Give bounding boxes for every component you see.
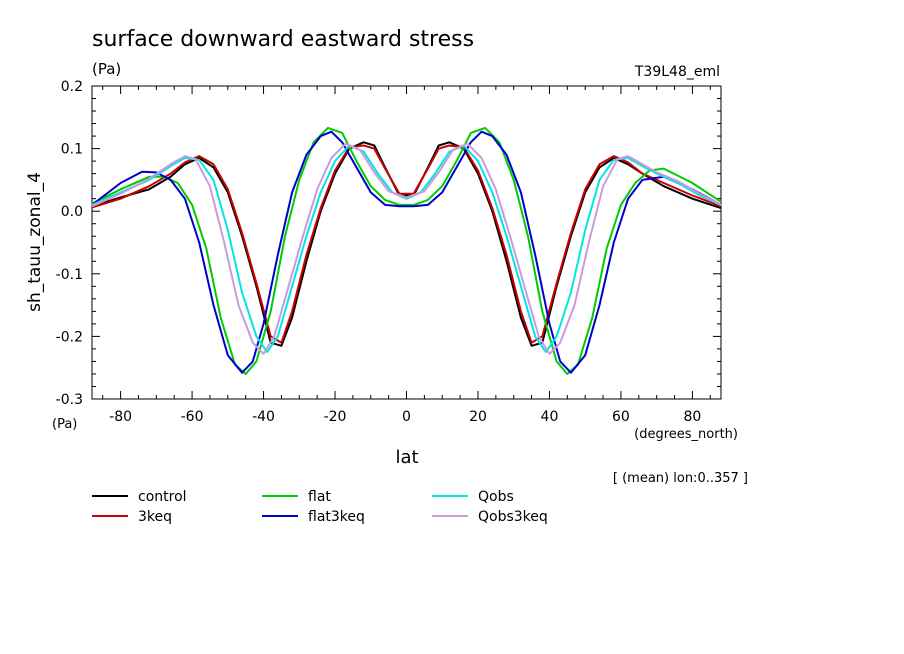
x-tick-label: -40 [252, 409, 275, 425]
x-units-label: (degrees_north) [634, 427, 738, 442]
y-tick-label: 0.2 [61, 79, 83, 95]
mean-note: [ (mean) lon:0..357 ] [613, 471, 748, 486]
units-label: (Pa) [92, 60, 121, 78]
y-tick-label: 0.1 [61, 142, 83, 158]
legend-label: 3keq [138, 509, 172, 525]
experiment-label: T39L48_eml [634, 64, 720, 80]
legend-item-control: control [92, 489, 187, 505]
plot-area [91, 85, 722, 400]
legend-item-flat: flat [262, 489, 331, 505]
x-tick-label: 20 [469, 409, 487, 425]
legend-label: control [138, 489, 187, 505]
series-lines [91, 126, 722, 375]
y-axis-label: sh_tauu_zonal_4 [25, 172, 45, 312]
legend-item-3keq: 3keq [92, 509, 172, 525]
axis-ticks [92, 85, 721, 400]
y-tick-label: 0.0 [61, 204, 83, 220]
y-tick-label: -0.3 [56, 392, 83, 408]
legend-item-qobs: Qobs [432, 489, 514, 505]
series-line-flat3keq [91, 130, 722, 374]
x-tick-label: 80 [683, 409, 701, 425]
x-tick-label: 60 [612, 409, 630, 425]
y-tick-label: -0.1 [56, 267, 83, 283]
x-tick-label: -60 [181, 409, 204, 425]
x-axis-label: lat [395, 447, 418, 468]
legend-item-flat3keq: flat3keq [262, 509, 365, 525]
legend-label: Qobs [478, 489, 514, 505]
legend-label: flat [308, 489, 331, 505]
y-tick-label: -0.2 [56, 329, 83, 345]
legend-label: Qobs3keq [478, 509, 548, 525]
series-line-qobs3keq [91, 142, 722, 355]
chart-title: surface downward eastward stress [92, 27, 474, 52]
legend: control 3keq flat flat3keq Qobs Qobs3keq [92, 489, 548, 525]
x-tick-labels: -80 -60 -40 -20 0 20 40 60 80 [109, 409, 701, 425]
plot-frame [91, 85, 722, 400]
y-tick-labels: -0.3 -0.2 -0.1 0.0 0.1 0.2 [56, 79, 83, 408]
x-tick-label: -20 [324, 409, 347, 425]
series-line-flat [91, 126, 722, 375]
legend-label: flat3keq [308, 509, 365, 525]
series-line-3keq [91, 144, 722, 344]
legend-item-qobs3keq: Qobs3keq [432, 509, 548, 525]
y-units-label: (Pa) [52, 417, 77, 432]
x-tick-label: -80 [109, 409, 132, 425]
series-line-control [91, 141, 722, 347]
x-tick-label: 0 [402, 409, 411, 425]
series-line-qobs [91, 144, 722, 354]
x-tick-label: 40 [541, 409, 559, 425]
